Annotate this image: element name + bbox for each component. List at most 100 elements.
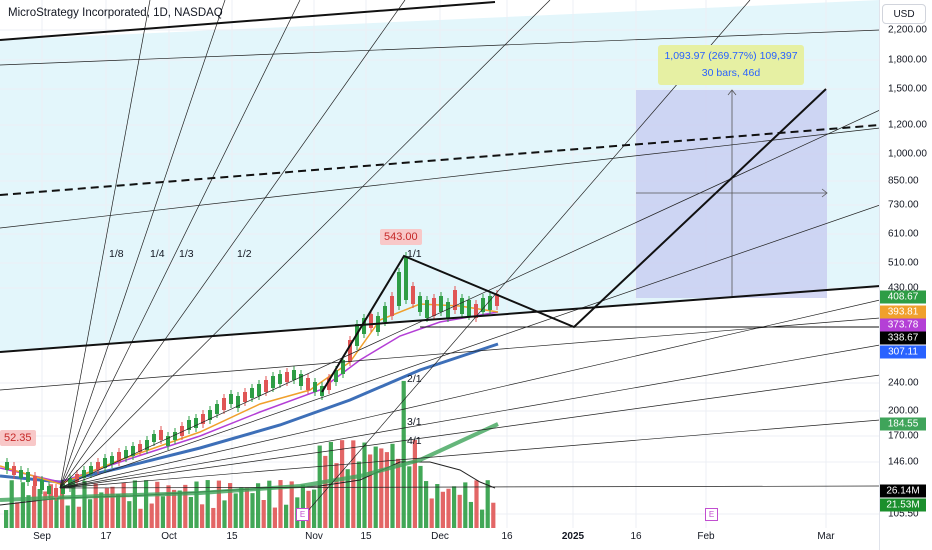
volume-bar [116,494,121,528]
volume-bar [43,491,48,528]
symbol-title: MicroStrategy Incorporated, 1D, NASDAQ [8,7,223,19]
gann-fan-line [59,374,880,489]
candle-body [96,462,100,470]
candle-body [299,374,303,386]
candle-body [362,318,366,334]
volume-bar [188,496,193,528]
candle-body [257,384,261,396]
volume-bar [244,487,249,528]
trend-line [299,0,751,521]
volume-bar [4,510,9,528]
candle-body [33,476,37,486]
volume-bar [446,488,451,528]
candle-body [68,478,72,488]
volume-bar [390,443,395,528]
volume-bar [323,455,328,528]
measure-change: 1,093.97 (269.77%) 109,397 [664,50,798,62]
channel-top [0,1,496,41]
candle-body [47,486,51,494]
time-label: Dec [431,531,449,542]
volume-bar [328,441,333,528]
gann-fan-line [59,419,880,489]
candle-body [411,286,415,304]
trend-line [0,127,880,229]
candle-body [306,378,310,390]
volume-bar [149,503,154,528]
volume-bar [474,480,479,528]
volume-bar [54,498,59,528]
volume-bar [222,500,227,528]
price-axis[interactable] [879,0,932,550]
candle-body [243,392,247,402]
earnings-icon-upcoming[interactable]: E [705,508,718,521]
volume-bar [424,481,429,528]
candle-body [201,414,205,424]
candle-body [264,380,268,392]
candle-body [404,256,408,300]
candle-body [467,300,471,316]
volume-bar [82,480,87,528]
price-tick: 200.00 [888,405,919,417]
volume-bar [60,481,65,528]
volume-bar [99,492,104,528]
price-badge: 338.67 [880,331,926,345]
volume-bar [132,480,137,528]
candle-body [180,426,184,436]
candle-body [173,432,177,440]
price-tick: 146.00 [888,456,919,468]
measure-bars: 30 bars, 46d [701,67,761,79]
volume-bar [26,495,31,528]
candle-body [54,488,58,497]
candle-body [12,466,16,475]
candle-body [110,456,114,464]
price-tick: 1,200.00 [888,119,927,131]
volume-bar [71,480,76,528]
gann-label-2-1: 2/1 [407,373,422,385]
volume-bar [177,490,182,528]
ma-100 [0,342,499,484]
volume-bar [200,504,205,528]
volume-bar [261,500,266,528]
price-tick: 2,200.00 [888,24,927,36]
price-chart[interactable] [0,0,880,550]
time-label: 15 [226,531,238,542]
price-tick: 730.00 [888,199,919,211]
gann-label-1-4: 1/4 [150,248,165,260]
candle-body [145,440,149,450]
currency-button[interactable]: USD [882,4,926,24]
time-label: 15 [360,531,372,542]
volume-bar [239,487,244,528]
price-tick: 610.00 [888,228,919,240]
candle-body [222,398,226,410]
candle-body [453,290,457,310]
price-badge: 373.78 [880,318,926,332]
volume-bar [485,480,490,528]
volume-bar [284,504,289,528]
candle-body [418,296,422,312]
volume-bar [250,493,255,528]
price-tick: 430.00 [888,282,919,294]
volume-bar [289,481,294,528]
volume-bar [194,481,199,528]
volume-bar [93,483,98,528]
time-label: Oct [161,531,177,542]
gann-fan-line [59,204,880,489]
volume-bar [418,465,423,528]
volume-bar [121,482,126,528]
candle-body [327,378,331,390]
time-label: Mar [817,531,835,542]
candle-body [82,470,86,478]
volume-bar [368,454,373,528]
gann-label-1-3: 1/3 [179,248,194,260]
gann-label-1-8: 1/8 [109,248,124,260]
volume-bar [205,480,210,528]
candle-body [131,446,135,456]
volume-bar [272,507,277,528]
candle-body [229,394,233,404]
time-label: Nov [305,531,323,542]
candle-body [61,484,65,494]
earnings-icon[interactable]: E [296,508,309,521]
gann-label-3-1: 3/1 [407,416,422,428]
candle-body [208,410,212,420]
candle-body [397,272,401,306]
